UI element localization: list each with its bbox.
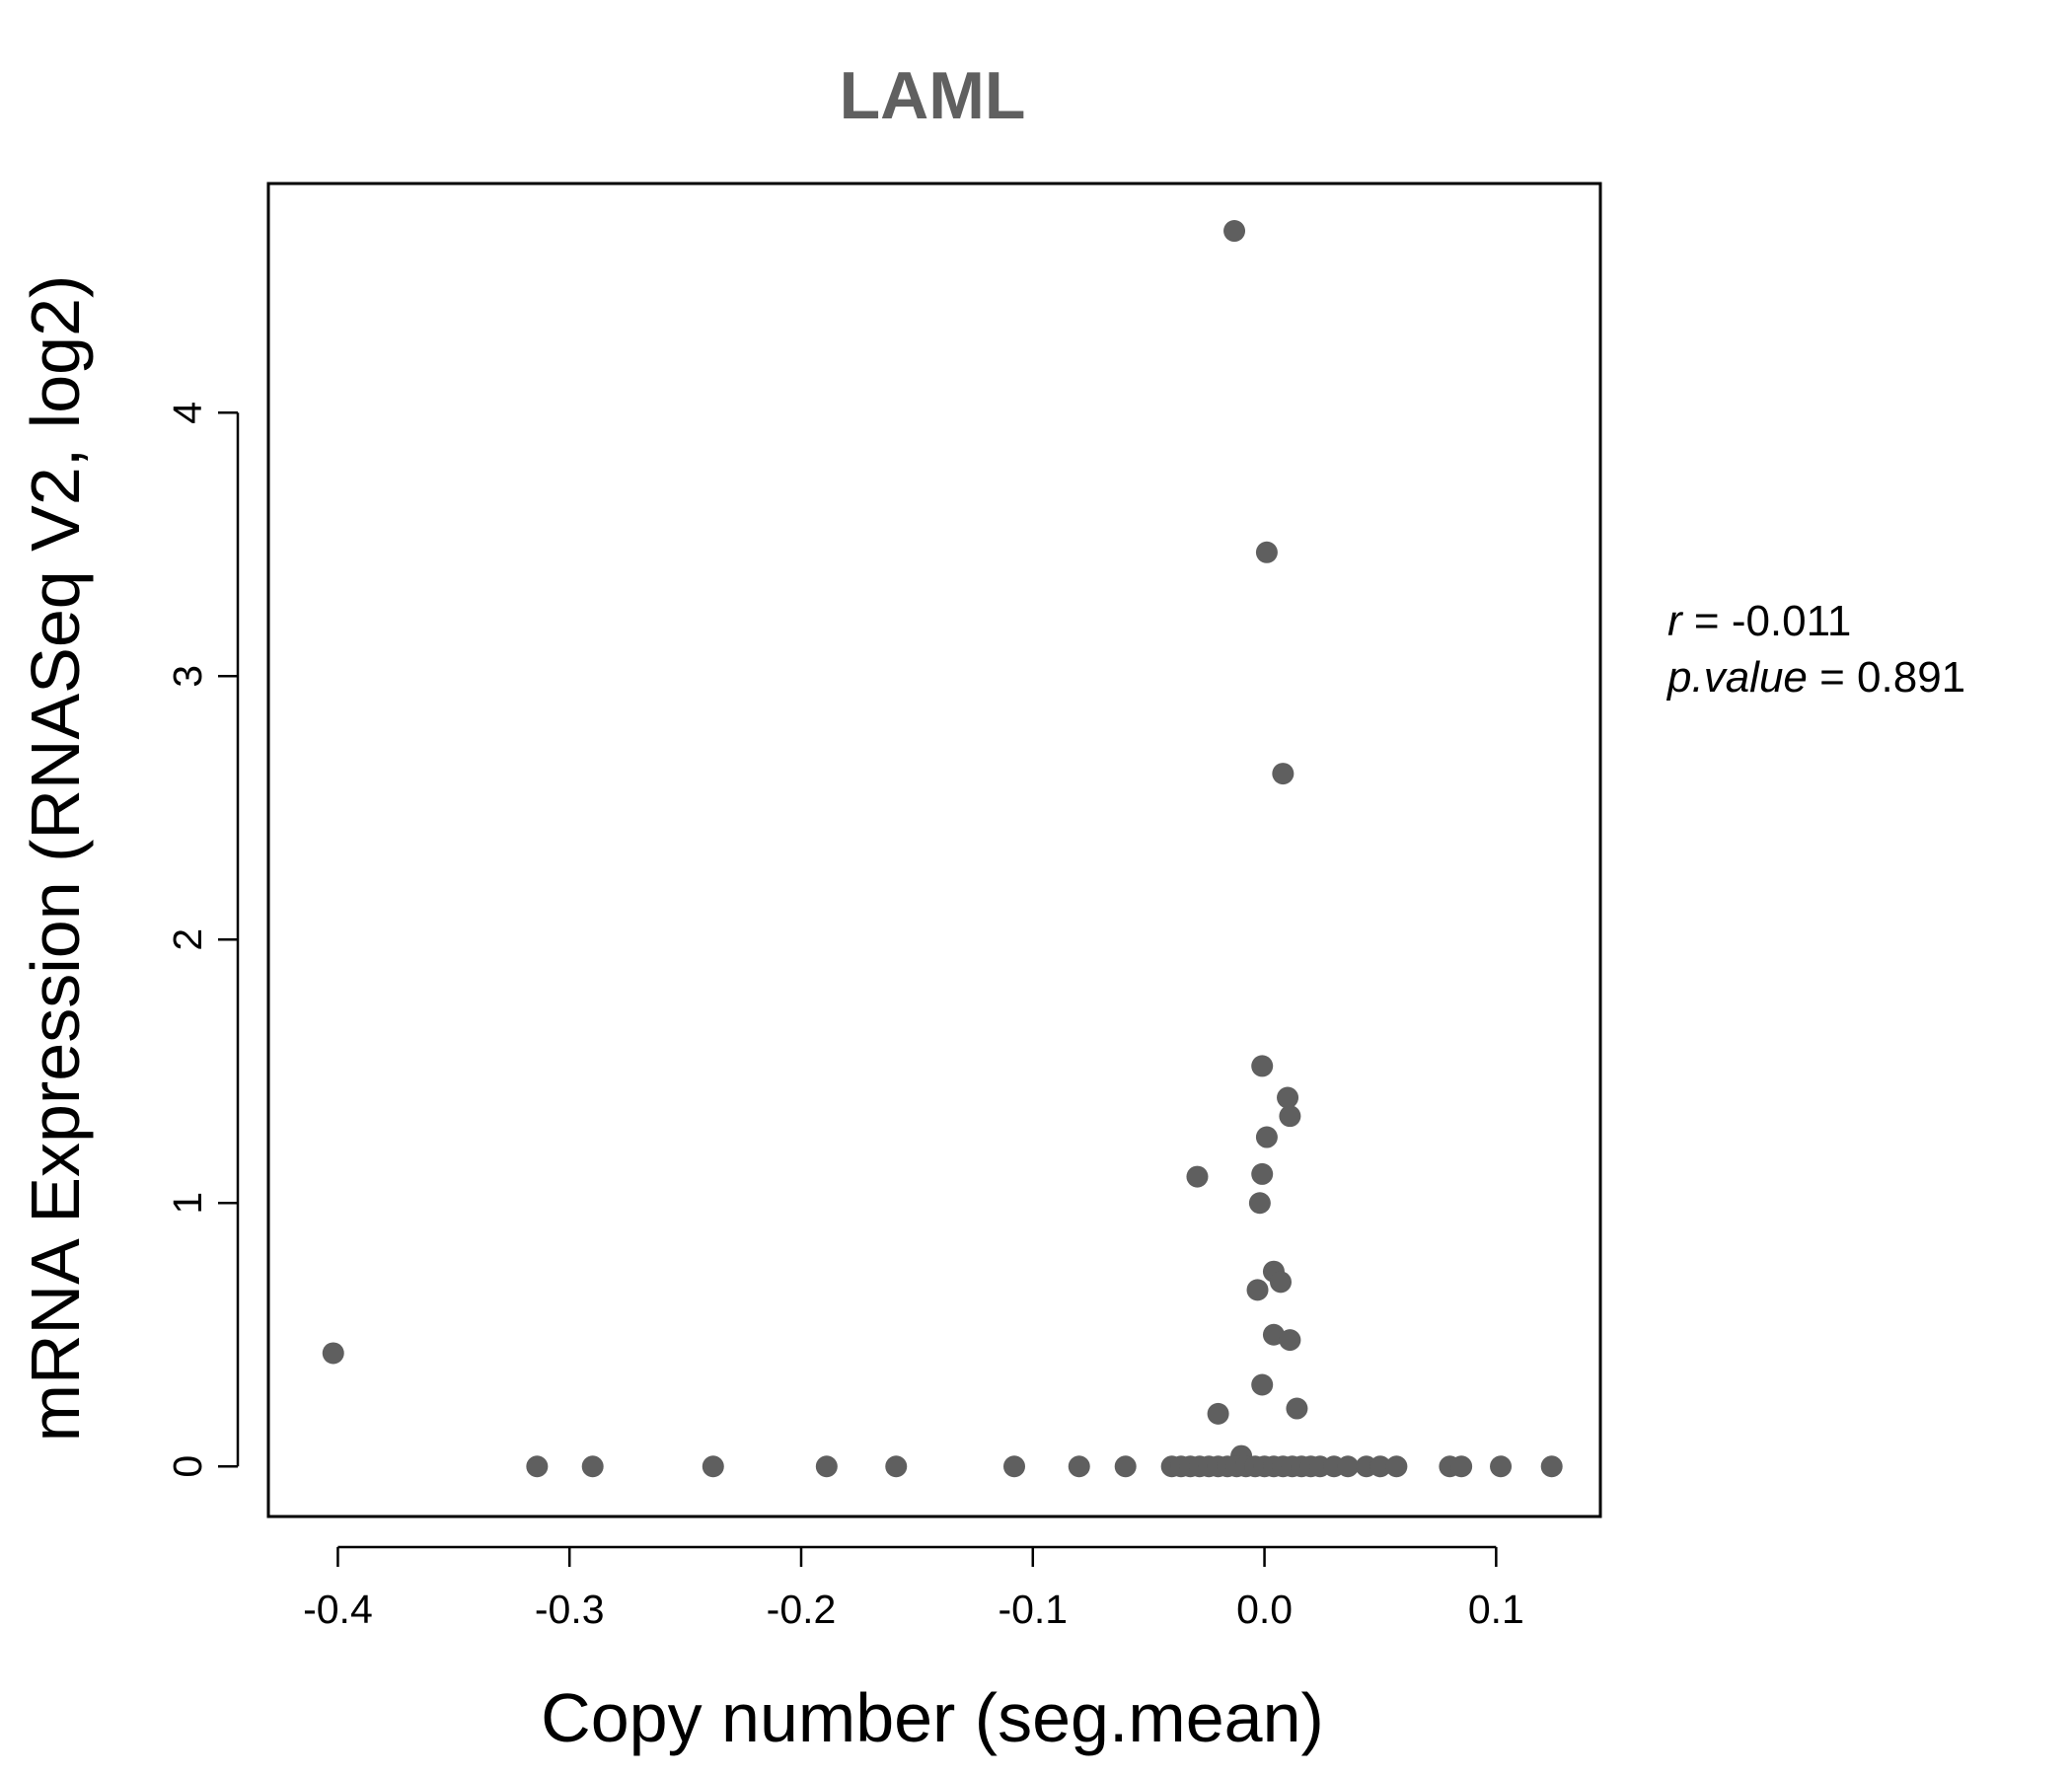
data-point: [1248, 1192, 1271, 1215]
data-point: [1068, 1455, 1090, 1478]
data-point: [1385, 1455, 1408, 1478]
y-tick-label: 0: [165, 1455, 210, 1478]
p-value-stat-label: p.value: [1665, 653, 1808, 702]
x-tick-label: -0.3: [535, 1587, 605, 1632]
data-point: [1251, 1373, 1274, 1396]
data-point: [1337, 1455, 1360, 1478]
data-point: [1277, 1086, 1299, 1109]
data-point: [1255, 541, 1278, 563]
data-point: [702, 1455, 724, 1478]
data-points: [322, 220, 1563, 1478]
data-point: [322, 1342, 344, 1365]
data-point: [1279, 1329, 1301, 1352]
r-stat: r = -0.011: [1667, 597, 1851, 645]
y-axis: 0 1 2 3 4: [165, 402, 240, 1478]
x-tick-label: 0.1: [1468, 1587, 1524, 1632]
data-point: [1450, 1455, 1473, 1478]
y-tick-label: 2: [165, 928, 210, 951]
data-point: [1246, 1279, 1269, 1301]
r-stat-value: -0.011: [1732, 597, 1852, 645]
data-point: [1272, 763, 1295, 785]
y-tick-label: 1: [165, 1192, 210, 1215]
data-point: [815, 1455, 838, 1478]
x-tick-label: 0.0: [1236, 1587, 1293, 1632]
data-point: [1003, 1455, 1025, 1478]
x-tick-label: -0.1: [998, 1587, 1068, 1632]
data-point: [1369, 1455, 1391, 1478]
y-tick-label: 4: [165, 402, 210, 424]
x-axis-label: Copy number (seg.mean): [541, 1679, 1324, 1756]
data-point: [581, 1455, 604, 1478]
p-value-stat-equals: =: [1808, 653, 1857, 702]
p-value-stat: p.value = 0.891: [1665, 653, 1965, 702]
data-point: [1540, 1455, 1563, 1478]
data-point: [885, 1455, 908, 1478]
r-stat-equals: =: [1682, 597, 1732, 645]
x-tick-label: -0.4: [303, 1587, 373, 1632]
y-axis-label: mRNA Expression (RNASeq V2, log2): [17, 275, 94, 1443]
p-value-stat-value: 0.891: [1857, 653, 1965, 702]
plot-frame: [266, 182, 1602, 1518]
r-stat-label: r: [1667, 597, 1684, 645]
data-point: [1286, 1397, 1308, 1420]
data-point: [1255, 1126, 1278, 1148]
x-tick-label: -0.2: [767, 1587, 837, 1632]
x-axis: -0.4 -0.3 -0.2 -0.1 0.0 0.1: [303, 1545, 1524, 1632]
data-point: [1270, 1271, 1292, 1294]
y-tick-label: 3: [165, 665, 210, 688]
data-point: [1114, 1455, 1137, 1478]
data-point: [1251, 1055, 1274, 1077]
data-point: [1207, 1402, 1229, 1425]
data-point: [526, 1455, 549, 1478]
data-point: [1251, 1162, 1274, 1185]
data-point: [1223, 220, 1246, 243]
chart-title: LAML: [840, 58, 1026, 133]
data-point: [1186, 1165, 1209, 1188]
data-point: [1490, 1455, 1513, 1478]
data-point: [1279, 1105, 1301, 1128]
